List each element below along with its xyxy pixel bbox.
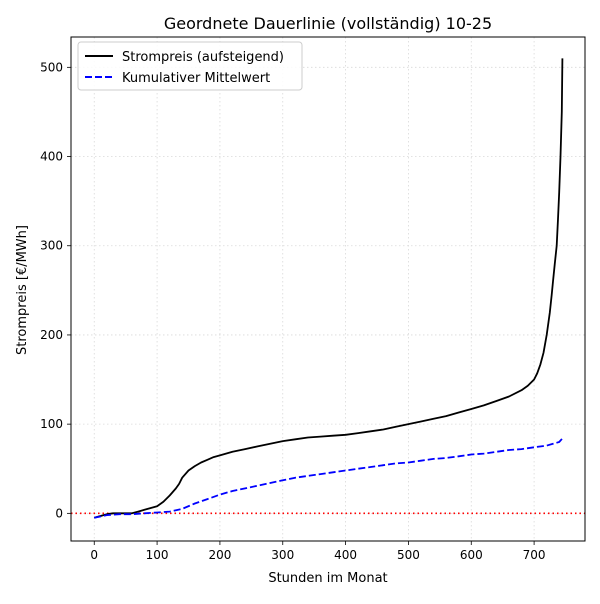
legend: Strompreis (aufsteigend) Kumulativer Mit… bbox=[77, 41, 303, 91]
x-tick-label: 500 bbox=[397, 548, 420, 562]
y-axis-label: Strompreis [€/MWh] bbox=[15, 225, 30, 355]
legend-box bbox=[77, 41, 303, 91]
y-tick-label: 300 bbox=[40, 239, 63, 253]
legend-label-strompreis: Strompreis (aufsteigend) bbox=[122, 50, 284, 65]
chart-title: Geordnete Dauerlinie (vollständig) 10-25 bbox=[164, 14, 492, 33]
y-tick-label: 100 bbox=[40, 417, 63, 431]
y-tick-label: 400 bbox=[40, 150, 63, 164]
y-tick-label: 0 bbox=[55, 506, 63, 520]
x-tick-label: 100 bbox=[146, 548, 169, 562]
series-layer bbox=[93, 58, 564, 519]
y-tick-label: 200 bbox=[40, 328, 63, 342]
x-axis-label: Stunden im Monat bbox=[268, 571, 387, 586]
plot-frame bbox=[70, 36, 586, 542]
legend-label-kumulativer-mittelwert: Kumulativer Mittelwert bbox=[122, 71, 270, 86]
x-tick-label: 700 bbox=[523, 548, 546, 562]
x-tick-label: 0 bbox=[90, 548, 98, 562]
tick-layer: 0 100 200 300 400 500 600 700 0 100 200 300 400 500 bbox=[40, 60, 545, 562]
series-line-strompreis bbox=[93, 58, 564, 519]
x-tick-label: 200 bbox=[208, 548, 231, 562]
series-line-kumulativer-mittelwert bbox=[94, 437, 564, 519]
x-tick-label: 400 bbox=[334, 548, 357, 562]
y-tick-label: 500 bbox=[40, 60, 63, 74]
x-tick-label: 600 bbox=[460, 548, 483, 562]
x-tick-label: 300 bbox=[271, 548, 294, 562]
